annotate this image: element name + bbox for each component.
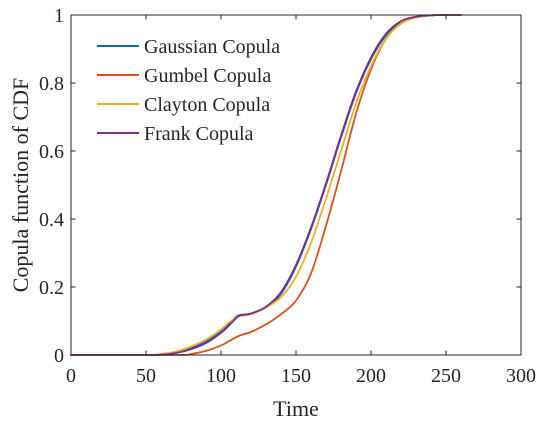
plot-area: [71, 15, 521, 355]
y-tick-label: 0.2: [39, 277, 64, 299]
y-tick-label: 0.6: [39, 141, 64, 163]
x-tick-label: 100: [206, 365, 236, 387]
legend-label-frank-copula: Frank Copula: [144, 123, 254, 145]
legend-label-gaussian-copula: Gaussian Copula: [144, 36, 280, 58]
x-tick-label: 250: [431, 365, 461, 387]
y-tick-label: 1: [54, 5, 64, 27]
axes-box: [70, 14, 522, 356]
y-axis-label: Copula function of CDF: [8, 78, 33, 293]
series-layer: [70, 14, 462, 356]
y-tick-label: 0: [54, 345, 64, 367]
x-tick-label: 150: [281, 365, 311, 387]
x-axis-label: Time: [273, 396, 319, 421]
series-line-frank-copula: [70, 14, 462, 356]
x-tick-label: 0: [66, 365, 76, 387]
legend-label-gumbel-copula: Gumbel Copula: [144, 65, 271, 87]
x-tick-label: 300: [506, 365, 536, 387]
x-tick-label: 50: [136, 365, 156, 387]
x-tick-label: 200: [356, 365, 386, 387]
y-tick-label: 0.8: [39, 73, 64, 95]
ticks-layer: 0 50 100 150 200 250 300 0 0.2 0.4 0.6 0.8 1: [39, 5, 536, 387]
series-line-clayton-copula: [70, 14, 462, 356]
y-tick-label: 0.4: [39, 209, 64, 231]
legend-label-clayton-copula: Clayton Copula: [144, 94, 270, 116]
legend: Gaussian Copula Gumbel Copula Clayton Copu…: [97, 36, 280, 145]
